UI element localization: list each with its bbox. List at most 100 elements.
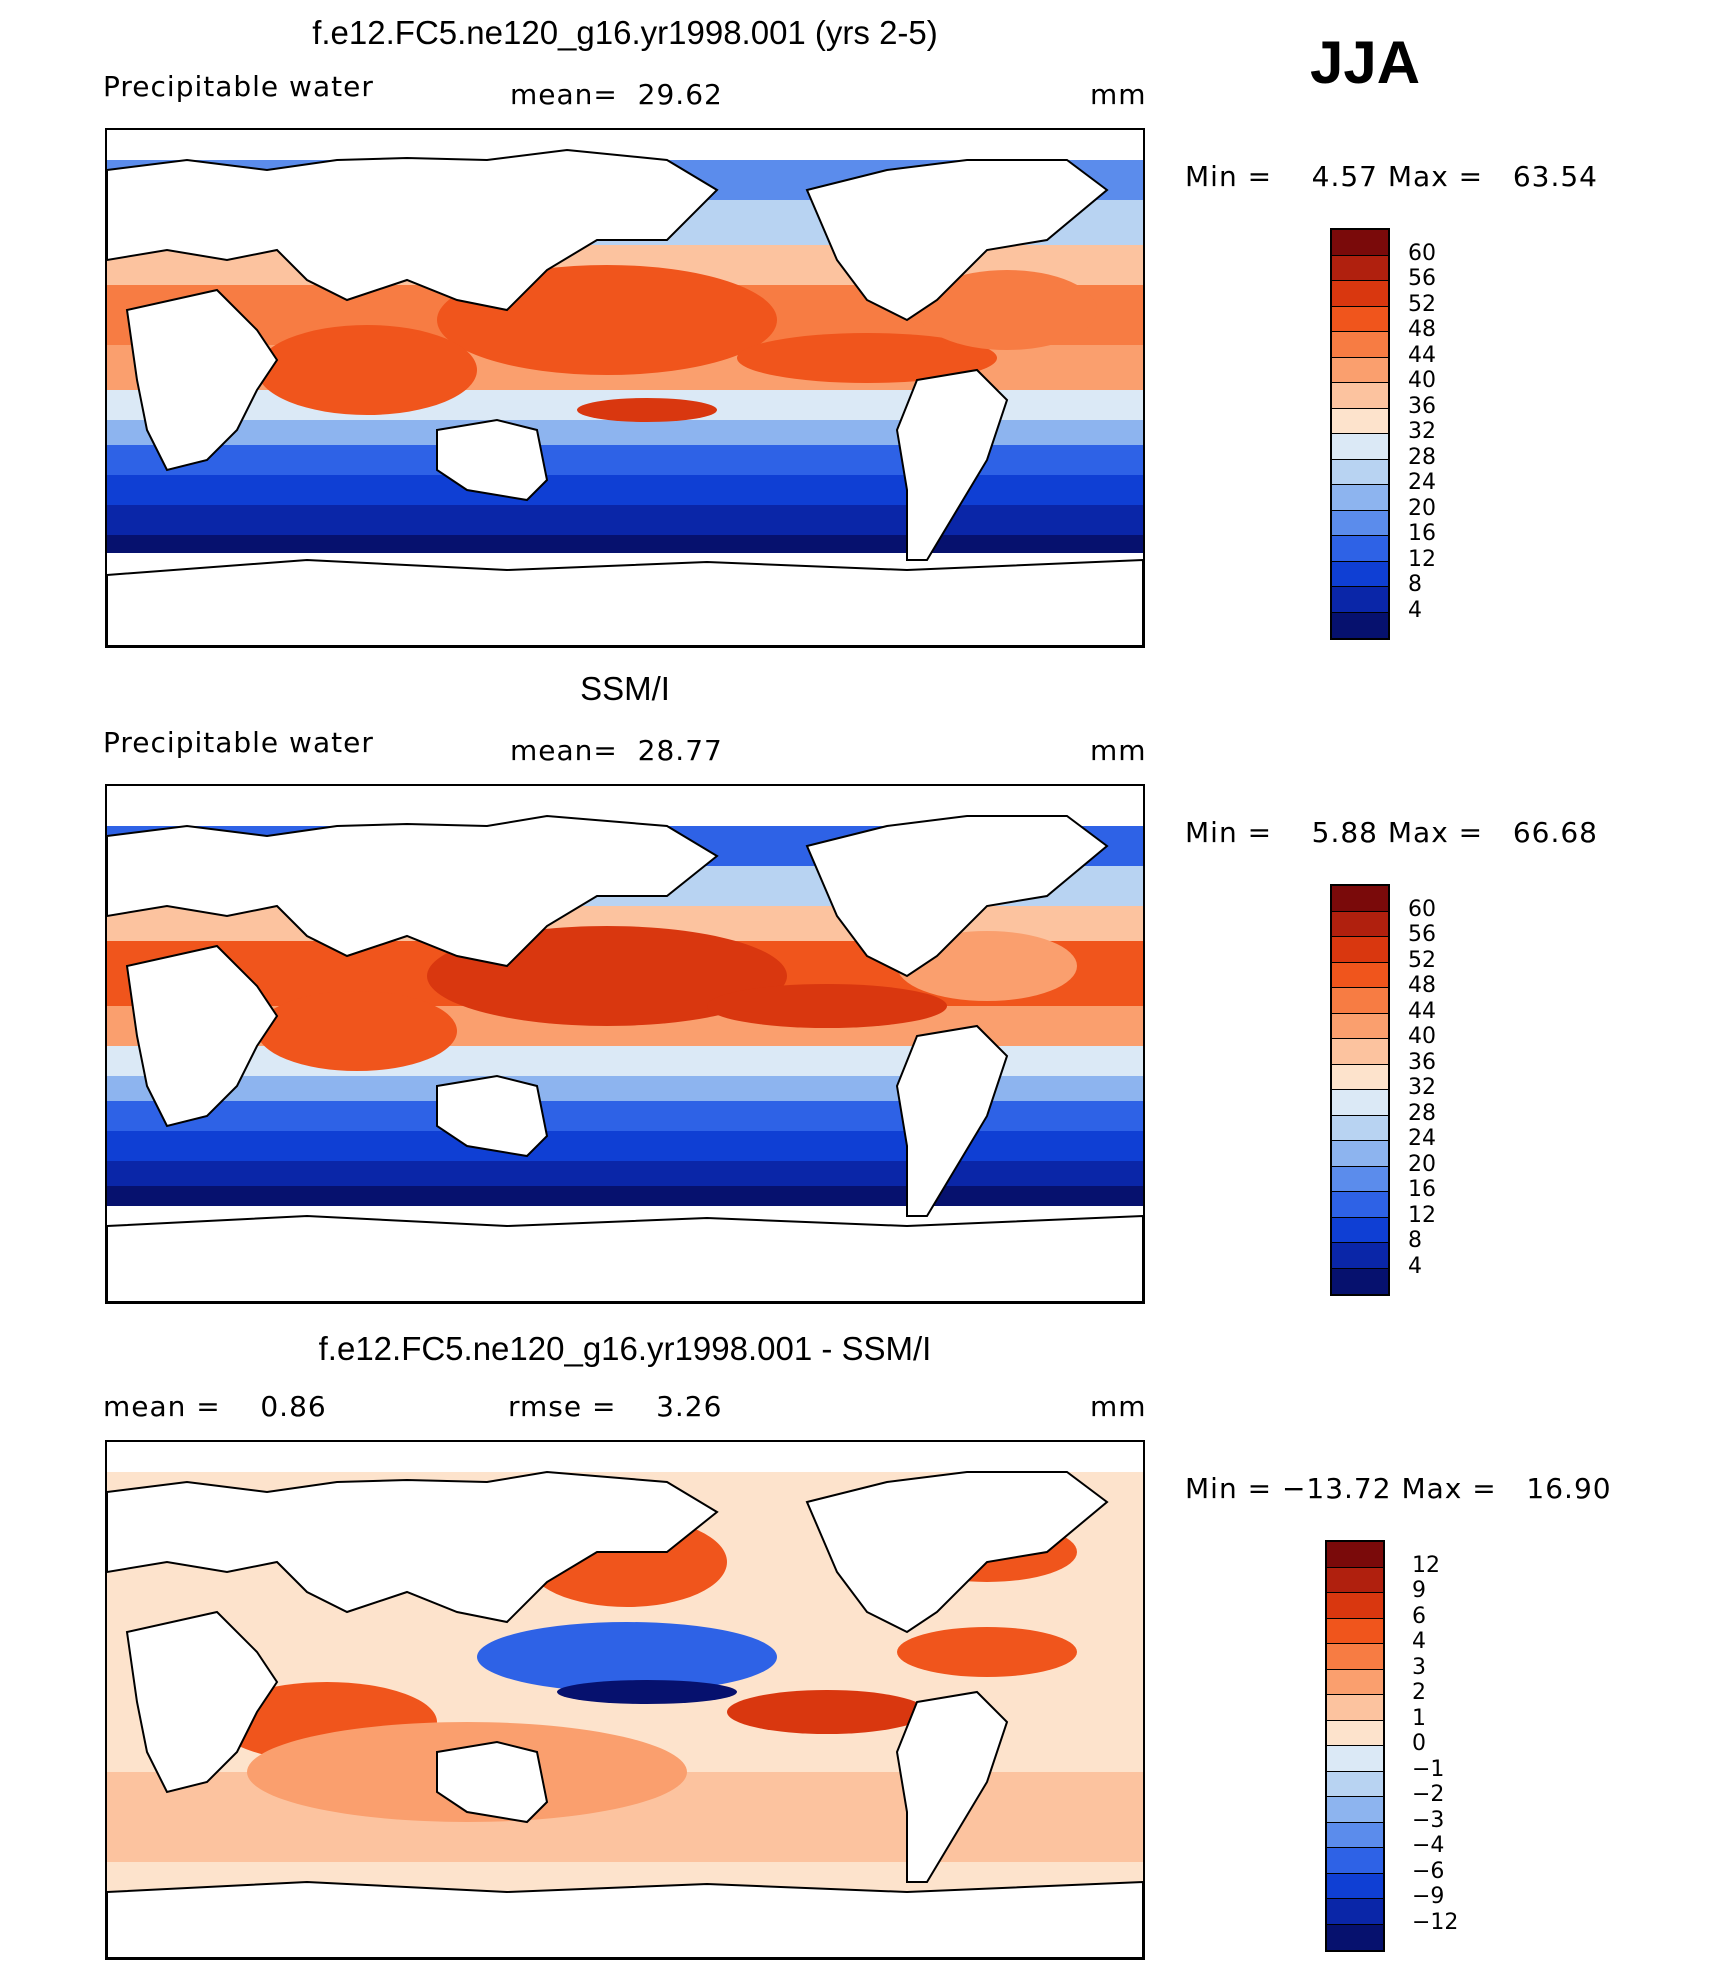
colorbar-swatch xyxy=(1327,1542,1383,1568)
colorbar-swatch xyxy=(1332,434,1388,460)
colorbar-tick-label: 40 xyxy=(1408,1024,1436,1049)
colorbar-swatch xyxy=(1327,1771,1383,1797)
colorbar-swatch xyxy=(1327,1669,1383,1695)
season-label: JJA xyxy=(1310,29,1421,96)
colorbar-tick-label: 9 xyxy=(1412,1578,1426,1603)
colorbar-swatch xyxy=(1332,1243,1388,1269)
colorbar-tick-label: 4 xyxy=(1408,1253,1422,1279)
colorbar-swatch xyxy=(1332,1115,1388,1141)
colorbar-tick-label: 48 xyxy=(1408,973,1436,998)
colorbar-tick-label: 12 xyxy=(1408,1202,1436,1228)
colorbar-swatch xyxy=(1327,1899,1383,1925)
colorbar-tick-label: 20 xyxy=(1408,1151,1436,1177)
colorbar-swatch xyxy=(1332,1268,1388,1294)
colorbar-swatch xyxy=(1327,1644,1383,1670)
colorbar-swatch xyxy=(1332,561,1388,587)
colorbar-swatch xyxy=(1332,937,1388,963)
colorbar-swatch xyxy=(1332,962,1388,988)
colorbar-swatch xyxy=(1327,1873,1383,1899)
colorbar-tick-label: 40 xyxy=(1408,368,1436,393)
colorbar-tick-label: 2 xyxy=(1412,1680,1426,1705)
colorbar-swatch xyxy=(1332,408,1388,434)
colorbar-tick-label: 52 xyxy=(1408,291,1436,317)
colorbar-swatch xyxy=(1332,1013,1388,1039)
panel-1-title: f.e12.FC5.ne120_g16.yr1998.001 (yrs 2-5) xyxy=(312,14,938,51)
colorbar-swatch xyxy=(1332,536,1388,562)
colorbar-swatch xyxy=(1332,1064,1388,1090)
colorbar-tick-label: −1 xyxy=(1412,1756,1445,1782)
colorbar-tick-label: −6 xyxy=(1412,1858,1445,1884)
colorbar-swatch xyxy=(1332,1141,1388,1167)
colorbar-tick-label: 56 xyxy=(1408,266,1436,291)
colorbar-tick-label: 60 xyxy=(1408,240,1436,266)
colorbar-tick-label: 16 xyxy=(1408,1177,1436,1202)
colorbar-swatch xyxy=(1332,255,1388,281)
colorbar-swatch xyxy=(1332,1166,1388,1192)
colorbar-swatch xyxy=(1332,332,1388,358)
panel-2-units: mm xyxy=(1090,734,1147,767)
colorbar-tick-label: 1 xyxy=(1412,1705,1426,1731)
colorbar-swatch xyxy=(1327,1822,1383,1848)
colorbar-tick-label: −2 xyxy=(1412,1782,1445,1807)
colorbar-swatch xyxy=(1332,911,1388,937)
colorbar-swatch xyxy=(1332,510,1388,536)
panel-3-minmax: Min = −13.72 Max = 16.90 xyxy=(1185,1472,1612,1505)
colorbar-swatch xyxy=(1327,1567,1383,1593)
colorbar-tick-label: 52 xyxy=(1408,947,1436,973)
colorbar-tick-label: 44 xyxy=(1408,342,1436,368)
colorbar-swatch xyxy=(1332,886,1388,912)
panel-2-minmax: Min = 5.88 Max = 66.68 xyxy=(1185,816,1598,849)
colorbar-tick-label: 16 xyxy=(1408,521,1436,546)
colorbar-swatch xyxy=(1332,1217,1388,1243)
colorbar-tick-label: 0 xyxy=(1412,1731,1426,1756)
colorbar-swatch xyxy=(1332,485,1388,511)
panel-1-colorbar xyxy=(1330,228,1390,640)
colorbar-tick-label: 12 xyxy=(1412,1552,1440,1578)
colorbar-swatch xyxy=(1327,1618,1383,1644)
colorbar-tick-label: 36 xyxy=(1408,1049,1436,1075)
colorbar-swatch xyxy=(1332,1039,1388,1065)
colorbar-tick-label: 32 xyxy=(1408,1075,1436,1100)
panel-1-map xyxy=(105,128,1145,648)
colorbar-tick-label: 32 xyxy=(1408,419,1436,444)
colorbar-tick-label: 8 xyxy=(1408,572,1422,597)
colorbar-tick-label: 28 xyxy=(1408,444,1436,470)
panel-2-map xyxy=(105,784,1145,1304)
colorbar-swatch xyxy=(1327,1797,1383,1823)
colorbar-swatch xyxy=(1332,230,1388,256)
panel-2-variable-label: Precipitable water xyxy=(103,726,374,759)
colorbar-swatch xyxy=(1327,1695,1383,1721)
panel-1-minmax: Min = 4.57 Max = 63.54 xyxy=(1185,160,1598,193)
panel-3-title: f.e12.FC5.ne120_g16.yr1998.001 - SSM/I xyxy=(318,1330,932,1367)
panel-1-mean-label: mean= 29.62 xyxy=(510,78,723,111)
panel-3-colorbar xyxy=(1325,1540,1385,1952)
panel-3-rmse-label: rmse = 3.26 xyxy=(508,1390,723,1423)
panel-3-mean-label: mean = 0.86 xyxy=(103,1390,327,1423)
colorbar-swatch xyxy=(1332,587,1388,613)
colorbar-tick-label: 24 xyxy=(1408,470,1436,495)
panel-1-units: mm xyxy=(1090,78,1147,111)
colorbar-tick-label: 60 xyxy=(1408,896,1436,922)
colorbar-tick-label: 28 xyxy=(1408,1100,1436,1126)
colorbar-swatch xyxy=(1327,1924,1383,1950)
colorbar-swatch xyxy=(1332,459,1388,485)
colorbar-swatch xyxy=(1332,306,1388,332)
colorbar-swatch xyxy=(1327,1746,1383,1772)
colorbar-tick-label: 48 xyxy=(1408,317,1436,342)
colorbar-tick-label: 4 xyxy=(1412,1629,1426,1654)
colorbar-tick-label: 24 xyxy=(1408,1126,1436,1151)
colorbar-swatch xyxy=(1327,1593,1383,1619)
colorbar-swatch xyxy=(1332,357,1388,383)
panel-2-title: SSM/I xyxy=(580,670,670,707)
colorbar-swatch xyxy=(1332,383,1388,409)
colorbar-tick-label: −3 xyxy=(1412,1807,1445,1833)
colorbar-tick-label: 8 xyxy=(1408,1228,1422,1253)
colorbar-tick-label: −4 xyxy=(1412,1833,1445,1858)
colorbar-swatch xyxy=(1332,612,1388,638)
colorbar-tick-label: 56 xyxy=(1408,922,1436,947)
panel-3-map xyxy=(105,1440,1145,1960)
colorbar-tick-label: 44 xyxy=(1408,998,1436,1024)
panel-1-variable-label: Precipitable water xyxy=(103,70,374,103)
colorbar-swatch xyxy=(1332,281,1388,307)
colorbar-tick-label: 4 xyxy=(1408,597,1422,623)
